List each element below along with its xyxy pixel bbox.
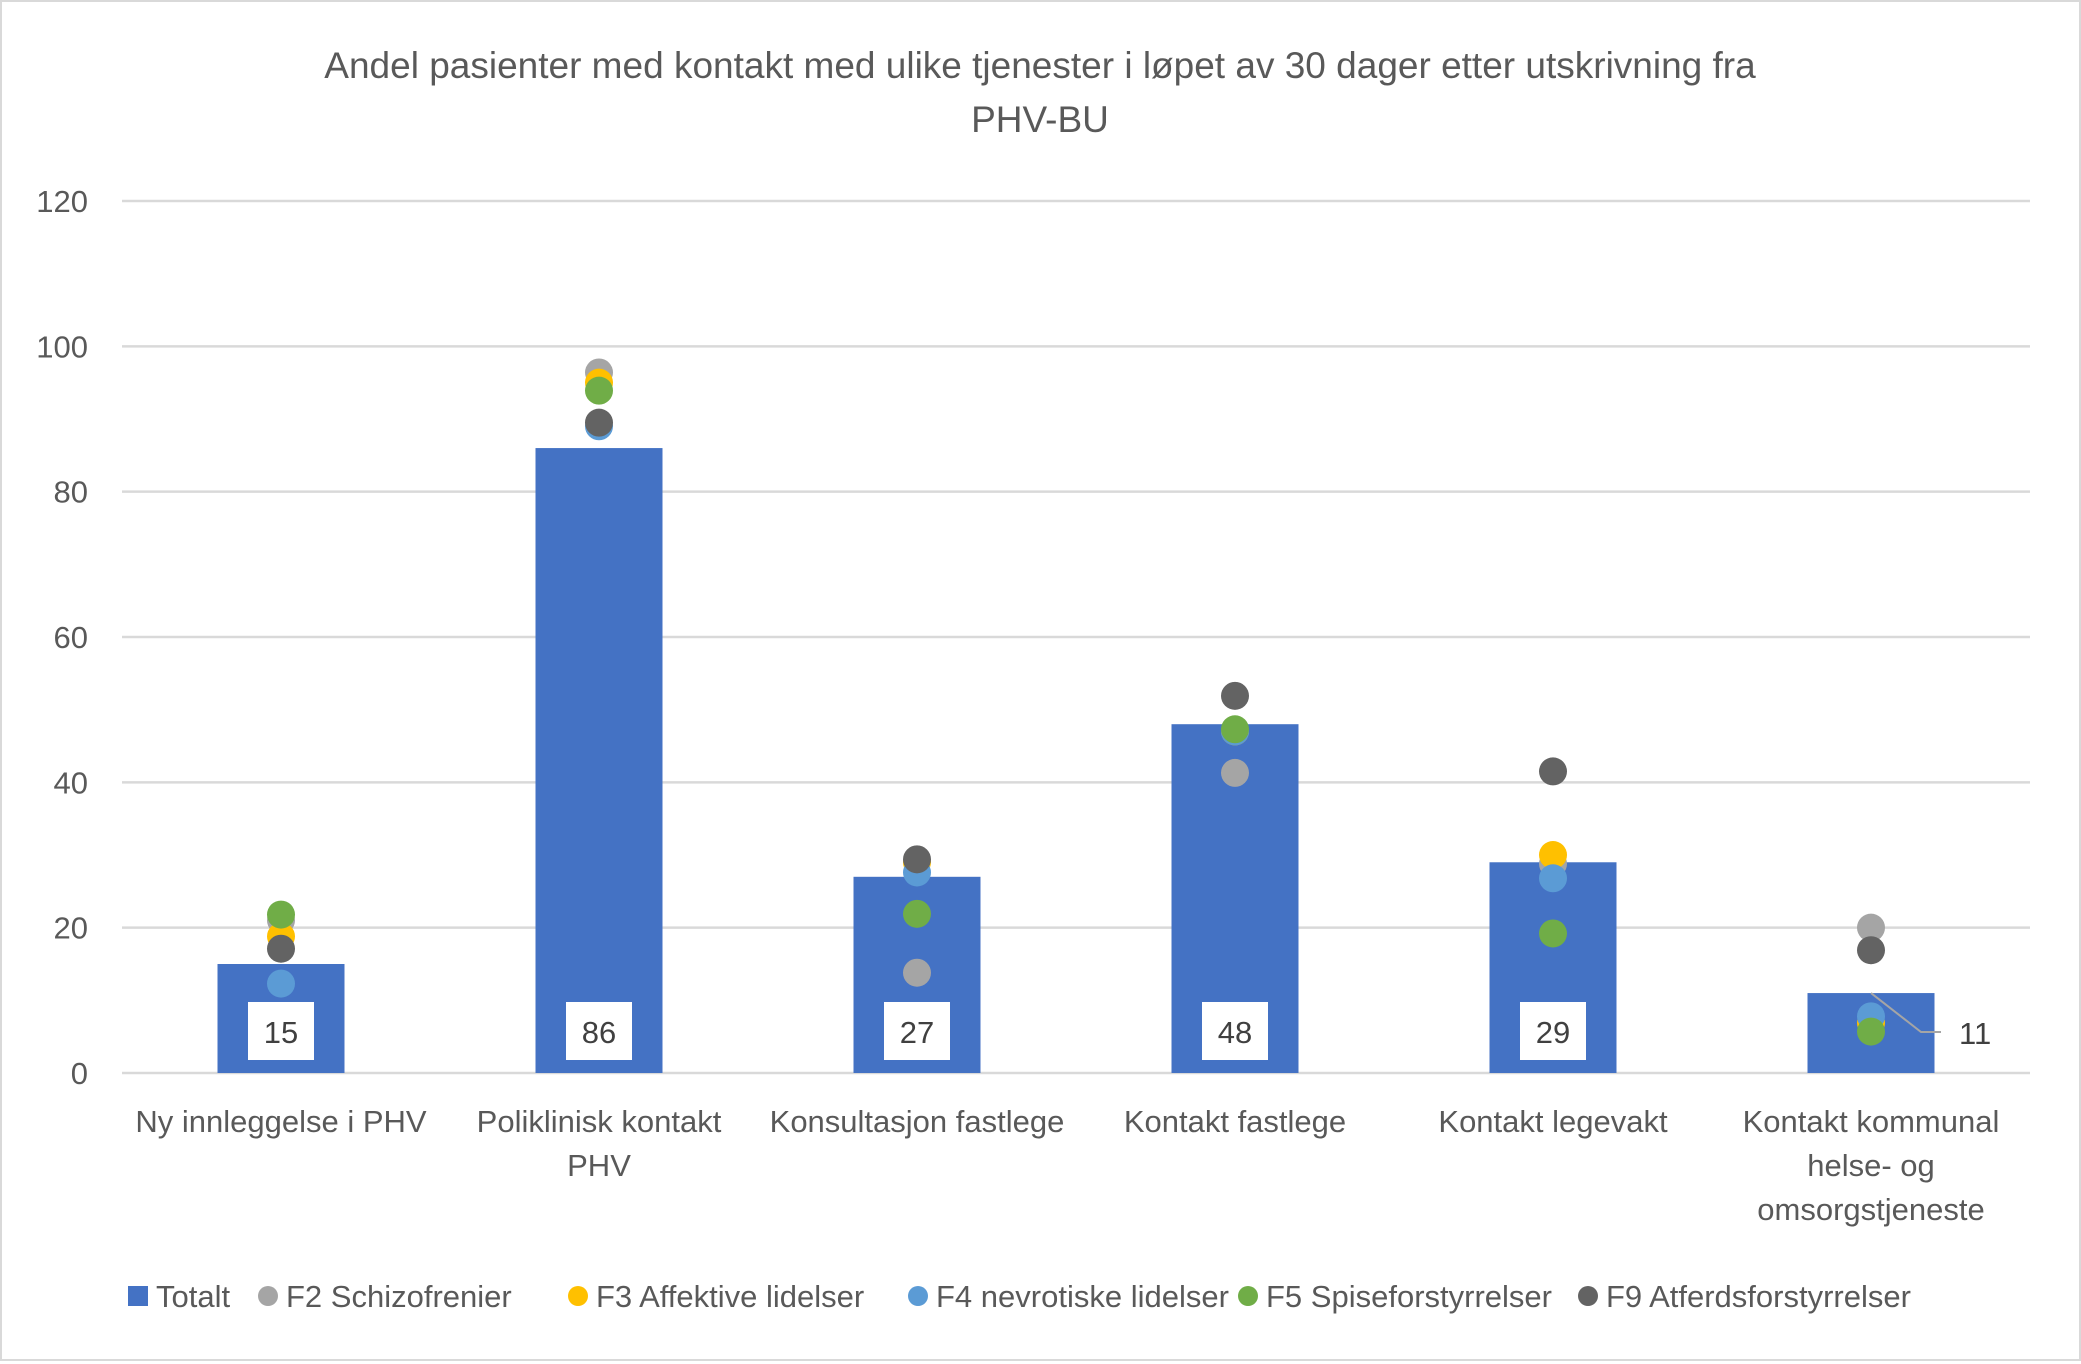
chart-title: Andel pasienter med kontakt med ulike tj… bbox=[324, 45, 1756, 86]
legend-swatch bbox=[258, 1286, 278, 1306]
data-label-box bbox=[884, 1002, 950, 1060]
point-marker bbox=[585, 376, 613, 405]
data-label: 29 bbox=[1536, 1015, 1570, 1050]
bar bbox=[535, 448, 663, 1074]
y-tick-label: 80 bbox=[54, 475, 88, 510]
chart-title-line2: PHV-BU bbox=[971, 99, 1109, 140]
data-label: 86 bbox=[582, 1015, 616, 1050]
legend-item: F5 Spiseforstyrrelser bbox=[1238, 1279, 1552, 1314]
legend-swatch bbox=[1238, 1286, 1258, 1306]
y-tick-label: 0 bbox=[71, 1056, 88, 1091]
legend-label: F2 Schizofrenier bbox=[286, 1279, 512, 1314]
point-marker bbox=[1857, 913, 1885, 942]
point-marker bbox=[1539, 841, 1567, 869]
legend-label: F5 Spiseforstyrrelser bbox=[1266, 1279, 1552, 1314]
legend-label: F9 Atferdsforstyrrelser bbox=[1606, 1279, 1911, 1314]
legend-item: Totalt bbox=[128, 1279, 230, 1314]
data-label: 11 bbox=[1959, 1016, 1991, 1051]
x-tick-label: Konsultasjon fastlege bbox=[770, 1104, 1065, 1139]
point-marker bbox=[903, 899, 931, 928]
legend-label: F4 nevrotiske lidelser bbox=[936, 1279, 1229, 1314]
legend-swatch bbox=[1578, 1286, 1598, 1306]
data-label-box bbox=[566, 1002, 632, 1060]
legend-swatch bbox=[128, 1286, 148, 1306]
x-tick-label: omsorgstjeneste bbox=[1757, 1192, 1984, 1227]
point-marker bbox=[1539, 919, 1567, 948]
y-tick-label: 20 bbox=[54, 911, 88, 946]
x-tick-label: Kontakt fastlege bbox=[1124, 1104, 1346, 1139]
point-marker bbox=[1221, 715, 1249, 744]
x-tick-label: Kontakt legevakt bbox=[1438, 1104, 1668, 1139]
y-tick-label: 120 bbox=[36, 184, 88, 219]
x-tick-label: Kontakt kommunal bbox=[1743, 1104, 2000, 1139]
point-marker bbox=[267, 969, 295, 998]
x-tick-label: PHV bbox=[567, 1148, 631, 1183]
point-marker bbox=[267, 934, 295, 963]
point-marker bbox=[1221, 758, 1249, 787]
point-marker bbox=[1539, 757, 1567, 786]
legend-item: F2 Schizofrenier bbox=[258, 1279, 512, 1314]
point-marker bbox=[1857, 936, 1885, 965]
x-tick-label: Poliklinisk kontakt bbox=[477, 1104, 722, 1139]
data-label-box bbox=[248, 1002, 314, 1060]
x-tick-label: Ny innleggelse i PHV bbox=[135, 1104, 427, 1139]
data-label: 48 bbox=[1218, 1015, 1252, 1050]
legend-swatch bbox=[908, 1286, 928, 1306]
point-marker bbox=[1857, 1017, 1885, 1046]
point-marker bbox=[1221, 681, 1249, 710]
data-label: 15 bbox=[264, 1015, 298, 1050]
legend-label: Totalt bbox=[156, 1279, 230, 1314]
y-tick-label: 60 bbox=[54, 620, 88, 655]
data-label: 27 bbox=[900, 1015, 934, 1050]
legend-swatch bbox=[568, 1286, 588, 1306]
y-tick-label: 40 bbox=[54, 765, 88, 800]
point-marker bbox=[585, 408, 613, 437]
leader-line bbox=[1870, 992, 1941, 1033]
point-marker bbox=[903, 845, 931, 874]
point-marker bbox=[903, 958, 931, 987]
data-label-box bbox=[1202, 1002, 1268, 1060]
legend-label: F3 Affektive lidelser bbox=[596, 1279, 864, 1314]
legend-item: F4 nevrotiske lidelser bbox=[908, 1279, 1229, 1314]
legend-item: F3 Affektive lidelser bbox=[568, 1279, 864, 1314]
data-label-box bbox=[1520, 1002, 1586, 1060]
x-tick-label: helse- og bbox=[1807, 1148, 1935, 1183]
legend-item: F9 Atferdsforstyrrelser bbox=[1578, 1279, 1911, 1314]
point-marker bbox=[267, 900, 295, 929]
y-tick-label: 100 bbox=[36, 329, 88, 364]
point-marker bbox=[1539, 864, 1567, 893]
